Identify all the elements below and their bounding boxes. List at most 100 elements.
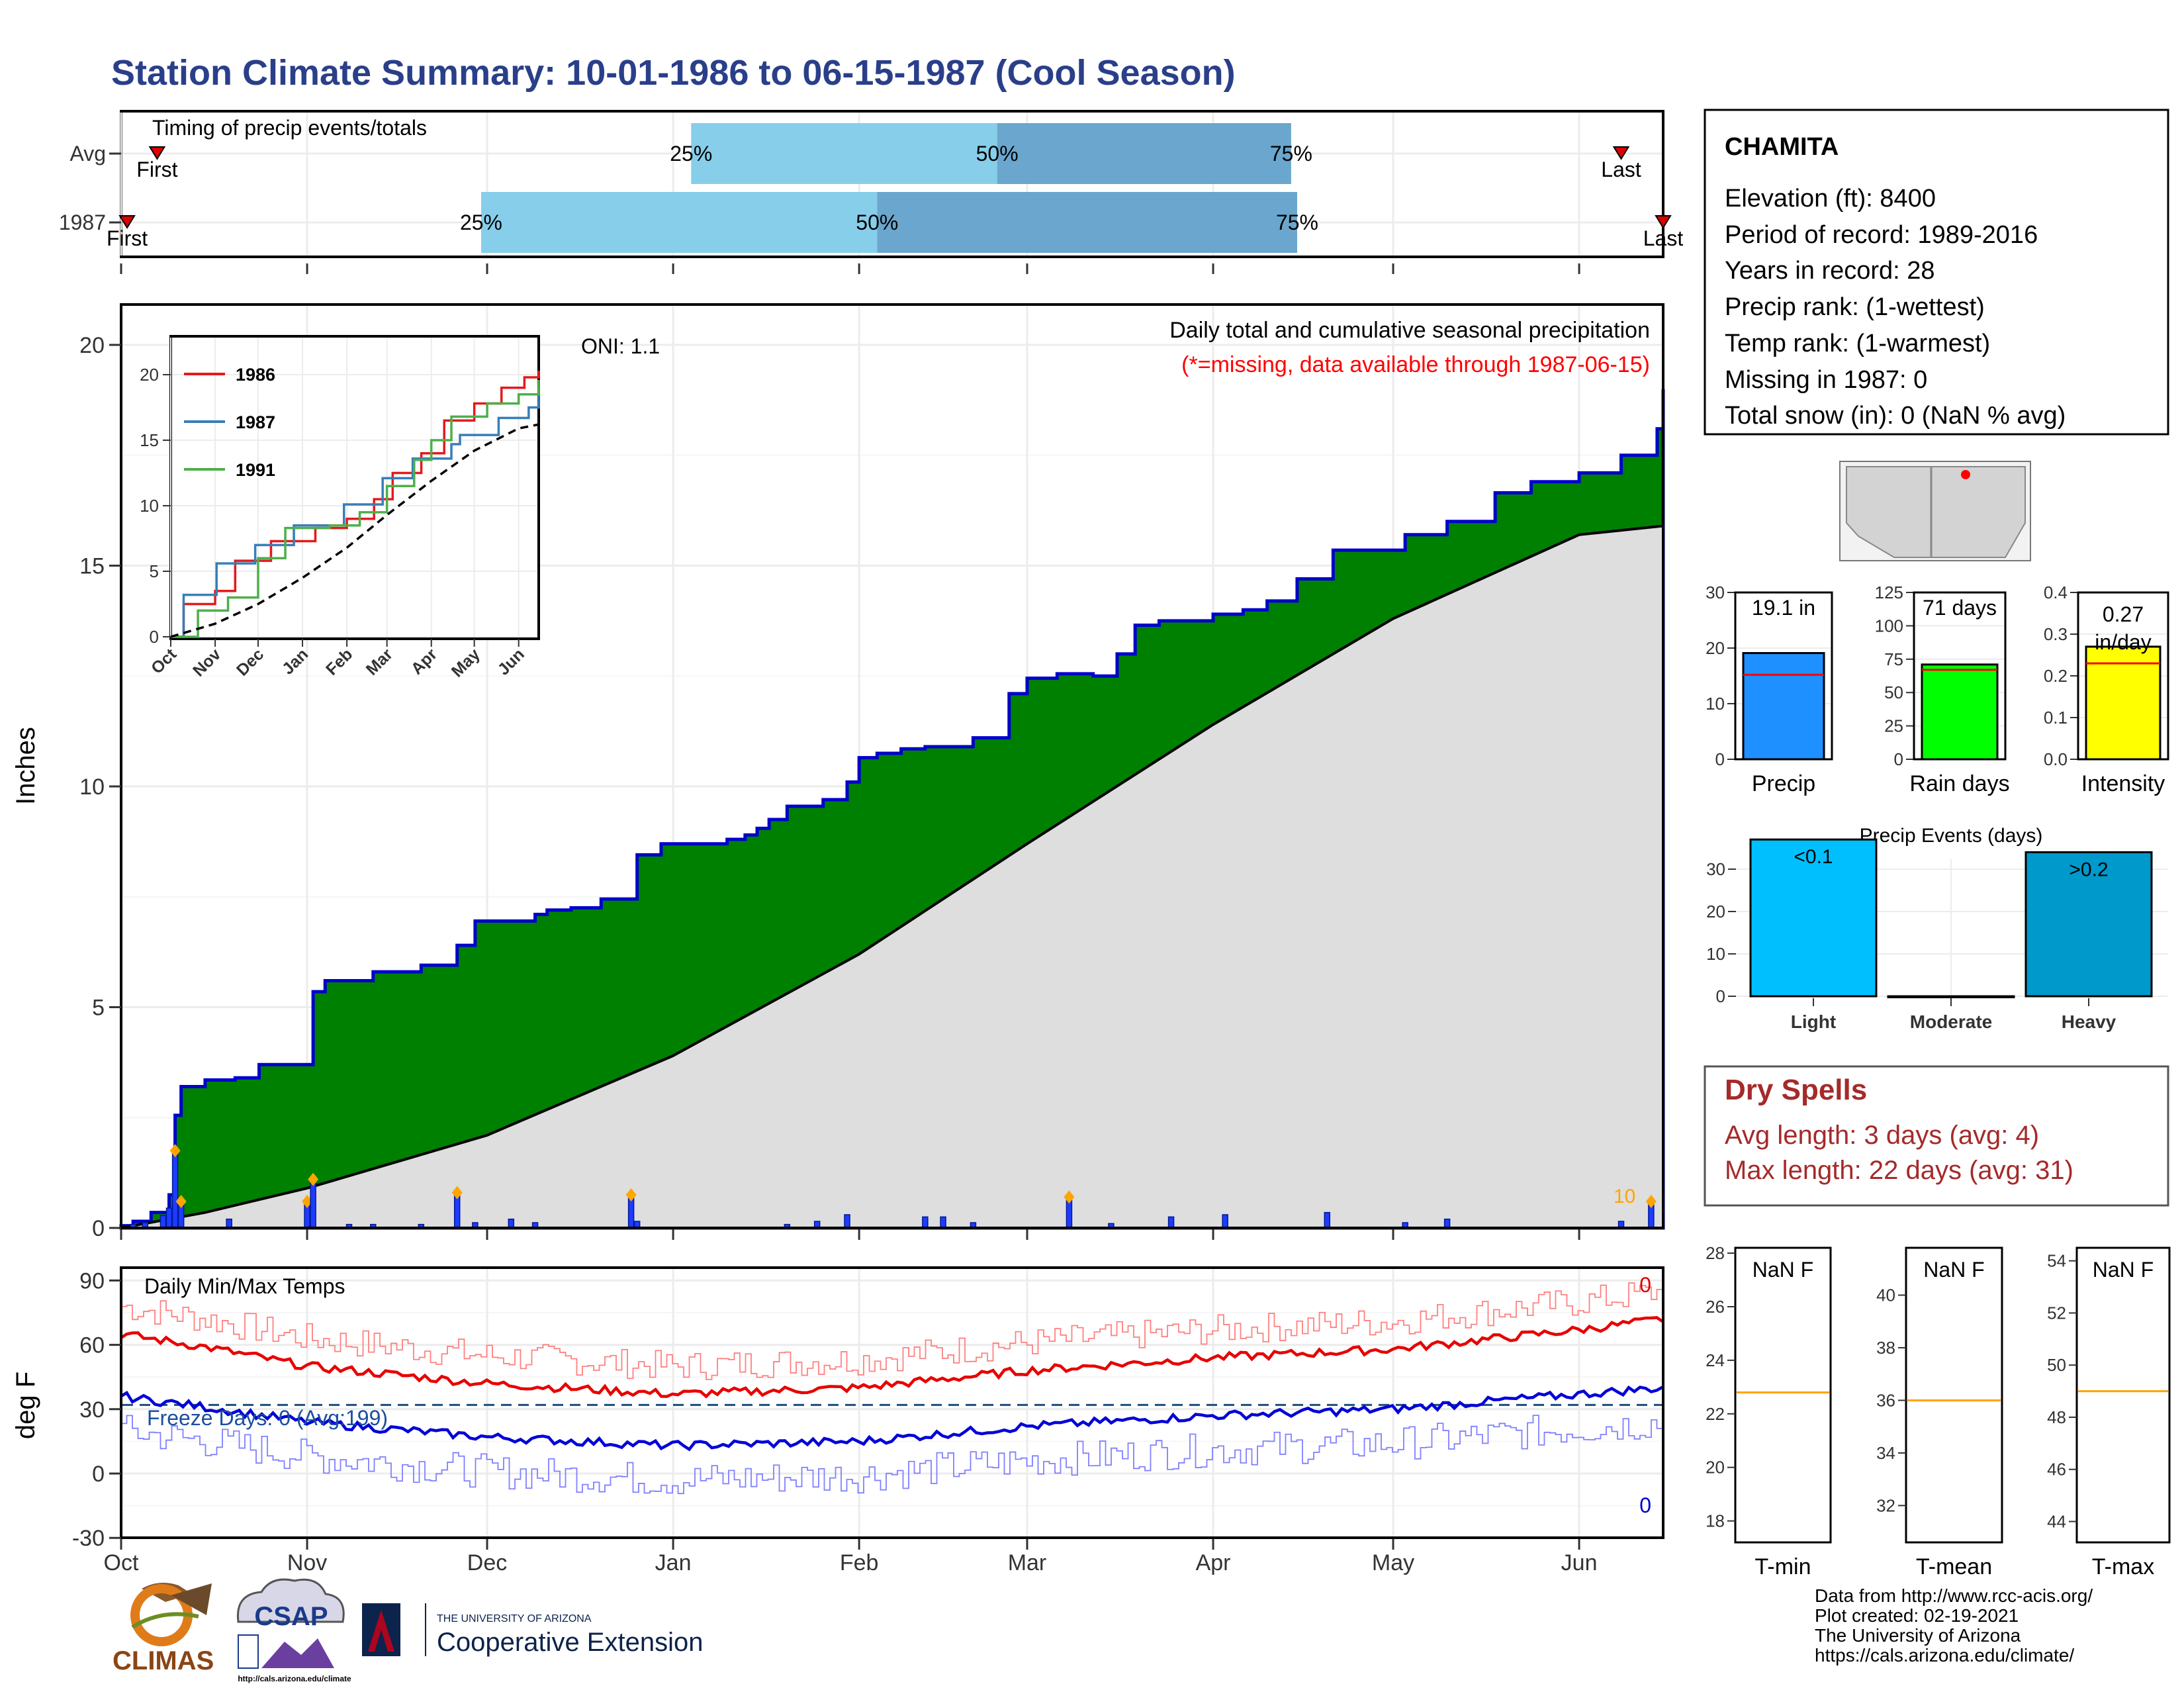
daily-precip-bars <box>130 1144 1657 1229</box>
temp-box-y-tick-label: 48 <box>2047 1407 2066 1427</box>
daily-precip-bar <box>226 1218 232 1229</box>
temp-y-label: deg F <box>11 1372 40 1439</box>
csap-url: http://cals.arizona.edu/climate <box>238 1674 351 1683</box>
month-tick-label: Jun <box>1561 1550 1598 1575</box>
heavy-event-marker <box>302 1194 313 1208</box>
summary-bar-frame <box>1913 591 2007 761</box>
csap-logo-text: CSAP <box>254 1602 328 1631</box>
temp-y-tick-label: 60 <box>79 1333 105 1358</box>
events-category-label: Light <box>1791 1011 1836 1032</box>
summary-y-tick-label: 25 <box>1884 716 1903 736</box>
temp-box-y-tick-label: 40 <box>1876 1286 1895 1305</box>
heavy-event-marker <box>1064 1190 1075 1204</box>
summary-y-tick-label: 0.0 <box>2044 749 2068 769</box>
page-title: Station Climate Summary: 10-01-1986 to 0… <box>111 53 1236 93</box>
temp-box-y-tick-label: 24 <box>1706 1350 1725 1370</box>
summary-y-tick-label: 0.4 <box>2044 583 2068 602</box>
freeze-days-text: Freeze Days: 0 (Avg:199) <box>147 1406 388 1430</box>
station-period: Period of record: 1989-2016 <box>1725 221 2038 249</box>
daily-precip-bar <box>159 1215 167 1229</box>
timing-bar-q50-q75 <box>877 192 1297 253</box>
summary-y-tick-label: 0.2 <box>2044 666 2068 686</box>
daily-precip-bar <box>940 1216 946 1229</box>
station-info-box: CHAMITA Elevation (ft): 8400 Period of r… <box>1704 109 2169 436</box>
month-tick-label: Jan <box>655 1550 692 1575</box>
oni-label: ONI: 1.1 <box>581 334 660 358</box>
station-temp-rank: Temp rank: (1-warmest) <box>1725 330 1990 357</box>
timing-marker-first <box>148 146 166 160</box>
daily-precip-bar <box>844 1214 850 1229</box>
timing-x-ticks <box>120 263 1580 274</box>
inset-line-1987 <box>171 387 540 638</box>
timing-label-q50: 50% <box>976 142 1019 165</box>
precip-y-axis: 0 5 10 15 20 <box>79 333 121 1241</box>
temp-panel-label: Daily Min/Max Temps <box>144 1274 345 1298</box>
locator-map <box>1839 461 2031 561</box>
station-name: CHAMITA <box>1725 133 1839 161</box>
events-y-tick-label: 30 <box>1706 859 1725 879</box>
daily-precip-bar <box>1222 1214 1228 1229</box>
events-title: Precip Events (days) <box>1860 825 2043 847</box>
ua-logo: THE UNIVERSITY OF ARIZONA Cooperative Ex… <box>362 1603 703 1657</box>
temp-box-frame <box>1905 1246 2003 1544</box>
heavy-event-marker <box>451 1186 463 1199</box>
dry-spells-box: Dry Spells Avg length: 3 days (avg: 4) M… <box>1704 1065 2169 1207</box>
heavy-event-marker <box>625 1188 637 1201</box>
summary-y-tick-label: 100 <box>1875 616 1903 635</box>
temp-box-value-label: NaN F <box>1923 1258 1984 1282</box>
timing-label-q50: 50% <box>856 211 898 234</box>
heavy-event-marker <box>1645 1194 1657 1208</box>
inset-legend: 1986 1987 1991 <box>184 365 275 480</box>
precip-panel: Daily total and cumulative seasonal prec… <box>11 303 1665 1241</box>
summary-y-tick-label: 75 <box>1884 649 1903 669</box>
temp-box-frame <box>1734 1246 1832 1544</box>
summary-y-tick-label: 10 <box>1706 694 1725 714</box>
timing-label-last: Last <box>1601 158 1641 181</box>
temp-box-t-min: 18 20 22 24 26 28 NaN F T-min <box>1706 1243 1832 1579</box>
temp-box-y-tick-label: 44 <box>2047 1511 2066 1531</box>
station-elevation: Elevation (ft): 8400 <box>1725 185 1936 212</box>
heavy-event-marker <box>175 1194 187 1208</box>
timing-panel: Timing of precip events/totals 25% 50% 75%… <box>59 110 1684 274</box>
temp-box-y-tick-label: 52 <box>2047 1303 2066 1323</box>
inset-y-axis: 0 5 10 15 20 <box>140 365 171 647</box>
summary-bar-frame <box>2077 591 2169 761</box>
heavy-event-marker <box>308 1172 319 1186</box>
inset-gridlines <box>170 338 537 637</box>
inset-average-line <box>170 423 539 638</box>
cold-day-count: 0 <box>1639 1493 1651 1517</box>
summary-bar-name: Precip <box>1752 771 1815 796</box>
dry-spells-title: Dry Spells <box>1725 1074 1867 1106</box>
ua-big-text: Cooperative Extension <box>437 1628 703 1657</box>
timing-label-last: Last <box>1643 226 1684 250</box>
daily-precip-bar <box>1443 1218 1451 1229</box>
events-bar-light <box>1749 838 1878 998</box>
temp-box-frame <box>2075 1246 2171 1544</box>
summary-bar-precip: 0 10 20 30 19.1 in Precip <box>1706 583 1833 796</box>
summary-bar-label: 0.27 <box>2103 602 2144 626</box>
hot-day-count: 0 <box>1639 1273 1651 1297</box>
events-y-tick-label: 0 <box>1716 986 1725 1006</box>
temp-box-y-tick-label: 38 <box>1876 1338 1895 1358</box>
timing-label-q75: 75% <box>1276 211 1318 234</box>
precip-y-tick-label: 0 <box>92 1216 105 1241</box>
inset-y-tick-label: 0 <box>150 627 159 647</box>
tmin-record-line <box>121 1415 1663 1495</box>
summary-y-tick-label: 0 <box>1715 749 1725 769</box>
summary-y-tick-label: 0 <box>1894 749 1903 769</box>
temp-box-y-tick-label: 20 <box>1706 1458 1725 1477</box>
daily-precip-bar <box>171 1150 179 1229</box>
station-location-marker <box>1961 470 1970 479</box>
csap-logo: CSAP http://cals.arizona.edu/climate <box>236 1578 351 1683</box>
bar-flag-label: 10 <box>1614 1186 1635 1207</box>
precip-y-tick-label: 5 <box>92 996 105 1021</box>
summary-bar-value <box>1921 663 1999 761</box>
inset-line-1986 <box>171 371 540 638</box>
temp-box-y-tick-label: 54 <box>2047 1251 2066 1271</box>
precip-x-ticks <box>120 1229 1580 1240</box>
temp-box-value-label: NaN F <box>1752 1258 1813 1282</box>
events-y-tick-label: 20 <box>1706 902 1725 921</box>
inset-line-1991 <box>171 379 540 638</box>
month-tick-label: May <box>1372 1550 1414 1575</box>
temp-box-name: T-mean <box>1916 1554 1992 1579</box>
